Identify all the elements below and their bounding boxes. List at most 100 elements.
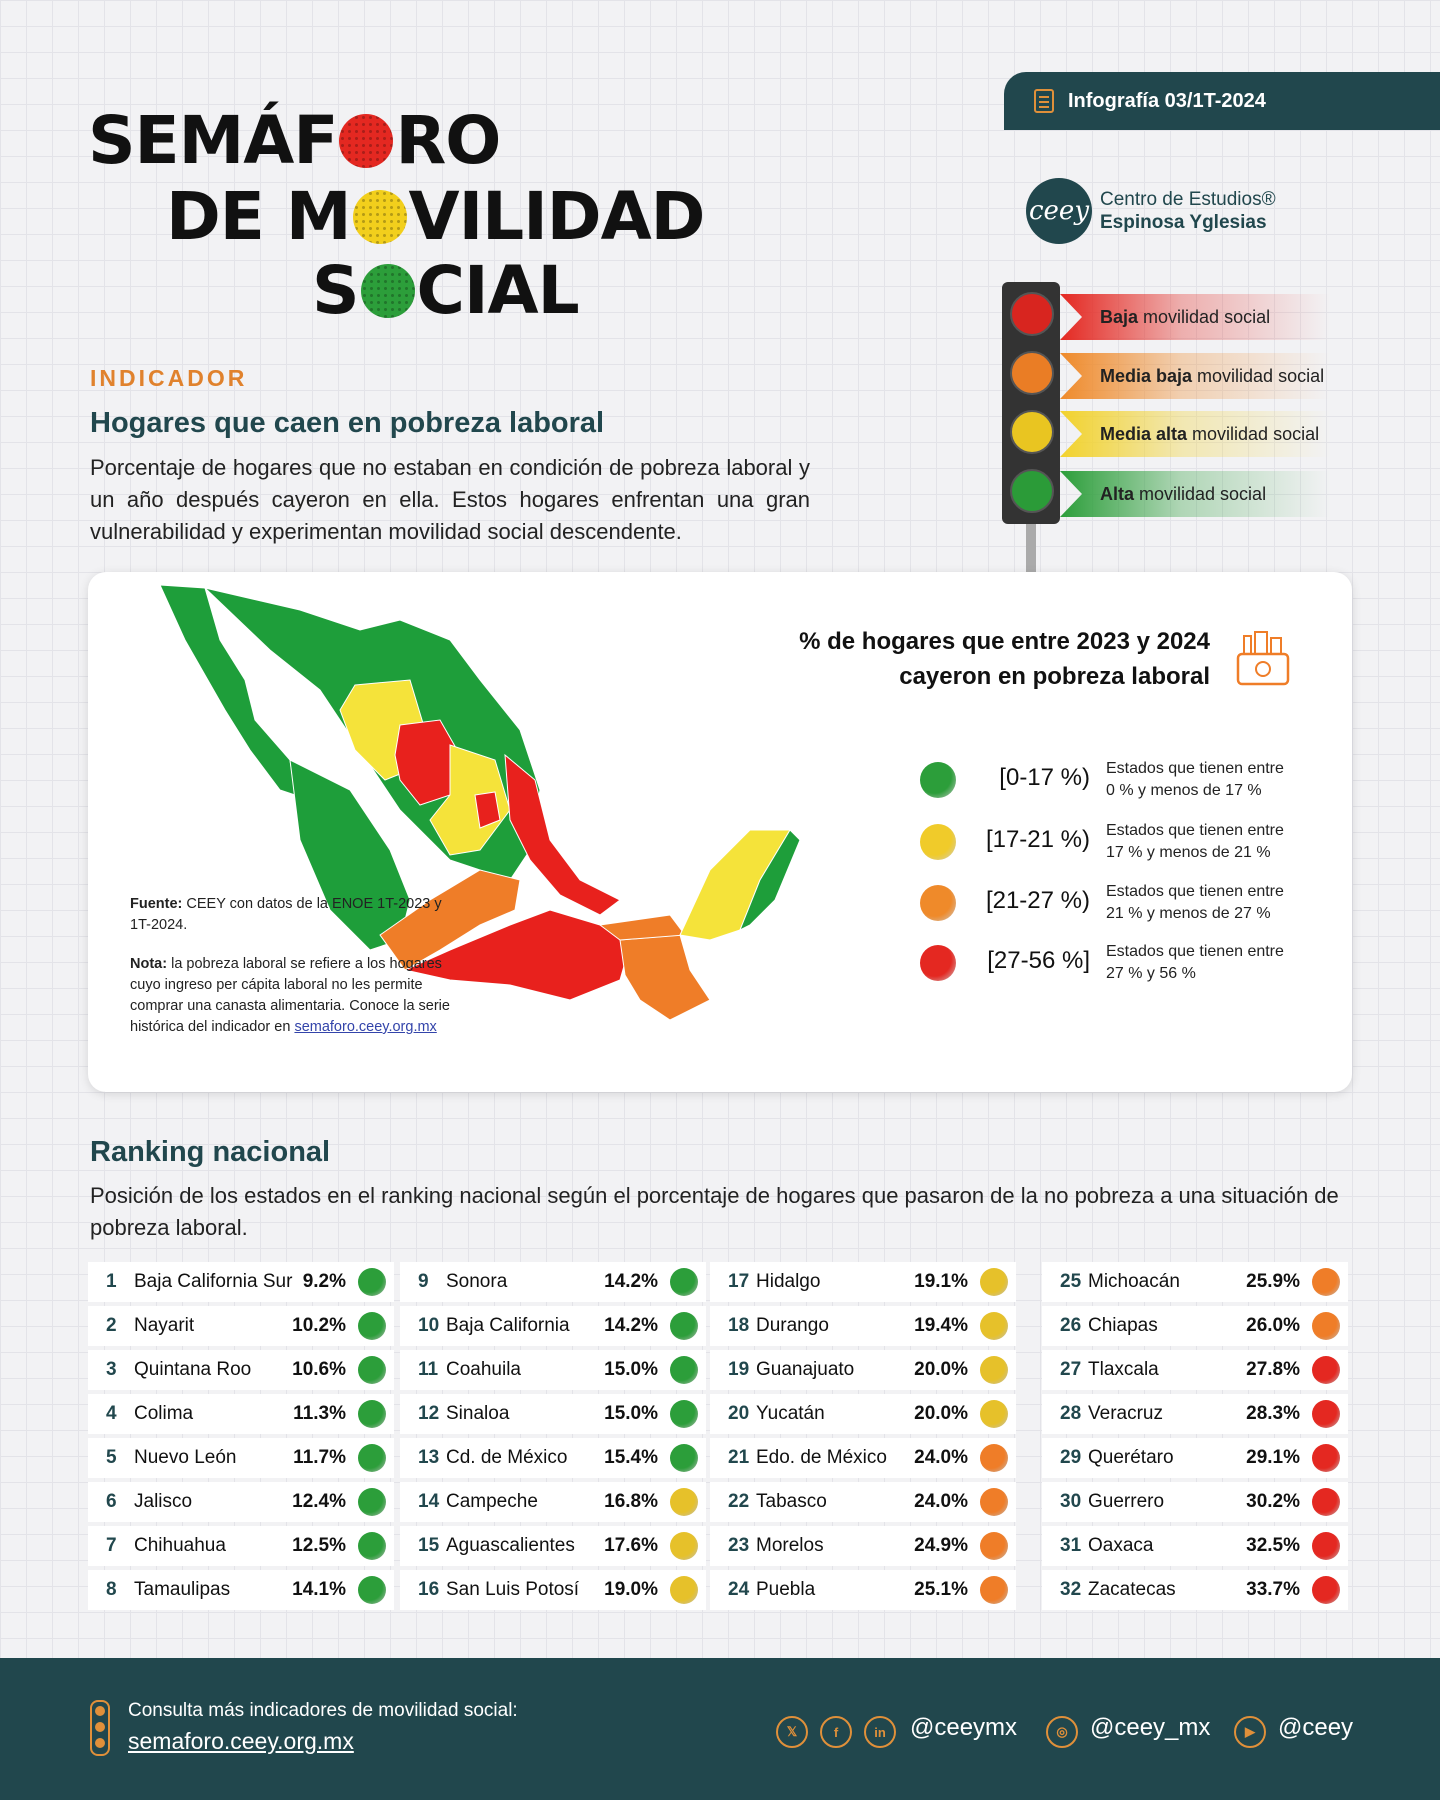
rank-state: Durango — [756, 1315, 829, 1336]
rank-dot — [980, 1444, 1008, 1472]
rank-dot — [1312, 1356, 1340, 1384]
ranking-row: 30 Guerrero 30.2% — [1042, 1482, 1348, 1522]
instagram-icon[interactable]: ◎ — [1046, 1716, 1078, 1748]
map-center-orange — [379, 869, 521, 971]
rank-dot — [358, 1400, 386, 1428]
legend-dot — [920, 824, 956, 860]
rank-position: 22 — [728, 1491, 750, 1512]
rank-position: 12 — [418, 1403, 440, 1424]
map-notes: Fuente: CEEY con datos de la ENOE 1T-202… — [130, 896, 450, 1035]
ranking-row: 14 Campeche 16.8% — [400, 1482, 706, 1522]
handle-ceey-mx[interactable]: @ceey_mx — [1090, 1714, 1211, 1741]
ranking-row: 15 Aguascalientes 17.6% — [400, 1526, 706, 1566]
rank-position: 28 — [1060, 1403, 1082, 1424]
ranking-row: 13 Cd. de México 15.4% — [400, 1438, 706, 1478]
ranking-column: 9 Sonora 14.2% 10 Baja California 14.2% 11 Coah… — [400, 1262, 706, 1614]
green-lamp — [1010, 469, 1054, 513]
ranking-row: 16 San Luis Potosí 19.0% — [400, 1570, 706, 1610]
ranking-row: 9 Sonora 14.2% — [400, 1262, 706, 1302]
rank-percent: 15.0% — [604, 1403, 658, 1424]
semaforo-link[interactable]: semaforo.ceey.org.mx — [294, 1019, 437, 1035]
rank-percent: 9.2% — [302, 1271, 346, 1292]
map-veracruz — [504, 753, 621, 916]
rank-dot — [1312, 1576, 1340, 1604]
ranking-row: 31 Oaxaca 32.5% — [1042, 1526, 1348, 1566]
rank-dot — [980, 1312, 1008, 1340]
facebook-icon[interactable]: f — [820, 1716, 852, 1748]
rank-percent: 14.2% — [604, 1271, 658, 1292]
rank-position: 9 — [418, 1271, 429, 1292]
map-title: % de hogares que entre 2023 y 2024 cayer… — [799, 628, 1210, 690]
legend-band-2: Media alta movilidad social — [1060, 411, 1330, 457]
rank-state: Cd. de México — [446, 1447, 568, 1468]
rank-dot — [980, 1400, 1008, 1428]
rank-state: Chihuahua — [134, 1535, 226, 1556]
rank-position: 14 — [418, 1491, 440, 1512]
rank-percent: 11.3% — [293, 1403, 346, 1424]
ranking-row: 26 Chiapas 26.0% — [1042, 1306, 1348, 1346]
rank-percent: 11.7% — [293, 1447, 346, 1468]
rank-position: 13 — [418, 1447, 440, 1468]
indicator-label: INDICADOR — [90, 365, 248, 391]
ranking-row: 29 Querétaro 29.1% — [1042, 1438, 1348, 1478]
rank-percent: 12.5% — [292, 1535, 346, 1556]
rank-state: Chiapas — [1088, 1315, 1158, 1336]
rank-position: 5 — [106, 1447, 117, 1468]
legend-range: [17-21 %) — [985, 826, 1090, 853]
rank-state: San Luis Potosí — [446, 1579, 580, 1600]
ranking-row: 5 Nuevo León 11.7% — [88, 1438, 394, 1478]
rank-dot — [358, 1488, 386, 1516]
rank-dot — [1312, 1488, 1340, 1516]
rank-dot — [980, 1532, 1008, 1560]
rank-position: 6 — [106, 1491, 117, 1512]
rank-position: 25 — [1060, 1271, 1082, 1292]
rank-state: Nayarit — [134, 1315, 195, 1336]
rank-dot — [358, 1356, 386, 1384]
handle-ceeymx[interactable]: @ceeymx — [910, 1714, 1018, 1741]
rank-dot — [1312, 1268, 1340, 1296]
rank-position: 11 — [418, 1359, 439, 1380]
ranking-row: 3 Quintana Roo 10.6% — [88, 1350, 394, 1390]
rank-dot — [358, 1576, 386, 1604]
rank-dot — [670, 1268, 698, 1296]
ranking-row: 32 Zacatecas 33.7% — [1042, 1570, 1348, 1610]
rank-position: 18 — [728, 1315, 750, 1336]
ranking-row: 11 Coahuila 15.0% — [400, 1350, 706, 1390]
rank-state: Oaxaca — [1088, 1535, 1154, 1556]
rank-percent: 19.4% — [914, 1315, 968, 1336]
rank-dot — [670, 1488, 698, 1516]
ranking-row: 12 Sinaloa 15.0% — [400, 1394, 706, 1434]
ranking-column: 25 Michoacán 25.9% 26 Chiapas 26.0% 27 Tlaxcala… — [1042, 1262, 1348, 1614]
rank-dot — [358, 1312, 386, 1340]
rank-state: Edo. de México — [756, 1447, 887, 1468]
handle-ceey[interactable]: @ceey — [1278, 1714, 1354, 1741]
linkedin-icon[interactable]: in — [864, 1716, 896, 1748]
rank-dot — [358, 1444, 386, 1472]
rank-position: 31 — [1060, 1535, 1082, 1556]
legend-dot — [920, 885, 956, 921]
legend-text: Estados que tienen entre 17 % y menos de … — [1106, 822, 1284, 861]
map-chiapas — [619, 934, 711, 1021]
footer — [0, 1658, 1440, 1800]
ranking-column: 17 Hidalgo 19.1% 18 Durango 19.4% 19 Guanajuato… — [710, 1262, 1016, 1614]
rank-state: Guerrero — [1088, 1491, 1165, 1512]
indicator-description: Porcentaje de hogares que no estaban en … — [90, 455, 810, 544]
rank-position: 30 — [1060, 1491, 1082, 1512]
x-icon[interactable]: 𝕏 — [776, 1716, 808, 1748]
rank-position: 19 — [728, 1359, 750, 1380]
yellow-lamp — [1010, 410, 1054, 454]
map-center-yellow — [429, 744, 511, 856]
rank-position: 20 — [728, 1403, 750, 1424]
rank-percent: 26.0% — [1246, 1315, 1300, 1336]
rank-position: 26 — [1060, 1315, 1082, 1336]
footer-link[interactable]: semaforo.ceey.org.mx — [128, 1728, 354, 1754]
rank-state: Morelos — [756, 1535, 824, 1556]
ranking-row: 19 Guanajuato 20.0% — [710, 1350, 1016, 1390]
rank-percent: 27.8% — [1246, 1359, 1300, 1380]
mexico-map — [159, 584, 801, 1021]
rank-state: Baja California — [446, 1315, 570, 1336]
youtube-icon[interactable]: ▶ — [1234, 1716, 1266, 1748]
rank-dot — [358, 1532, 386, 1560]
rank-percent: 16.8% — [604, 1491, 658, 1512]
rank-percent: 20.0% — [914, 1359, 968, 1380]
